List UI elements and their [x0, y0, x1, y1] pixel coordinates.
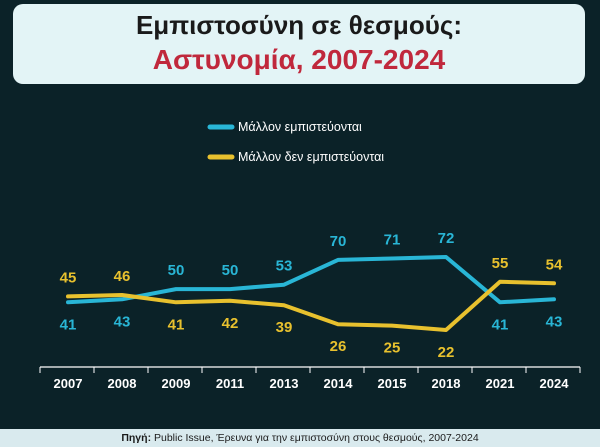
data-label-trust: 41	[60, 316, 77, 333]
x-tick-label: 2015	[378, 376, 407, 391]
x-tick-label: 2008	[108, 376, 137, 391]
legend: Μάλλον εμπιστεύονται Μάλλον δεν εμπιστεύ…	[207, 120, 384, 164]
x-tick-label: 2007	[54, 376, 83, 391]
data-label-distrust: 55	[492, 255, 509, 272]
data-label-trust: 41	[492, 316, 509, 333]
x-tick-label: 2024	[540, 376, 570, 391]
x-tick-label: 2018	[432, 376, 461, 391]
data-label-distrust: 39	[276, 319, 293, 336]
series-line-trust	[66, 255, 556, 305]
data-label-trust: 71	[384, 231, 401, 248]
source-note: Πηγή: Public Issue, Έρευνα για την εμπισ…	[0, 429, 600, 447]
legend-label-trust: Μάλλον εμπιστεύονται	[238, 120, 362, 134]
data-label-trust: 43	[114, 313, 131, 330]
chart-subtitle: Αστυνομία, 2007-2024	[152, 44, 446, 75]
data-label-trust: 50	[222, 262, 239, 279]
x-tick-label: 2013	[270, 376, 299, 391]
series-line-distrust	[66, 279, 556, 332]
data-label-distrust: 25	[384, 340, 401, 357]
data-label-distrust: 54	[546, 256, 563, 273]
series-layer	[66, 255, 556, 332]
x-tick-label: 2009	[162, 376, 191, 391]
x-axis-ticks: 2007 2008 2009 2011 2013 2014 2015 2018 2021 2024	[39, 367, 581, 391]
title-box: Εμπιστοσύνη σε θεσμούς: Αστυνομία, 2007-…	[13, 4, 585, 84]
data-label-distrust: 45	[60, 269, 77, 286]
chart-title: Εμπιστοσύνη σε θεσμούς:	[135, 10, 463, 40]
data-label-trust: 43	[546, 313, 563, 330]
data-label-trust: 53	[276, 258, 293, 275]
data-label-distrust: 41	[168, 316, 185, 333]
data-label-distrust: 46	[114, 268, 131, 285]
data-label-trust: 50	[168, 262, 185, 279]
data-label-trust: 70	[330, 233, 347, 250]
legend-label-distrust: Μάλλον δεν εμπιστεύονται	[238, 150, 384, 164]
source-text: Public Issue, Έρευνα για την εμπιστοσύνη…	[153, 432, 479, 444]
value-labels: 41 43 50 50 53 70 71 72 41 43 45 46 41 42 39 26 25 22 55 54	[60, 230, 563, 361]
x-tick-label: 2014	[324, 376, 354, 391]
x-tick-label: 2011	[216, 376, 244, 391]
data-label-distrust: 22	[438, 344, 455, 361]
x-tick-label: 2021	[486, 376, 515, 391]
data-label-distrust: 26	[330, 338, 347, 355]
data-label-distrust: 42	[222, 315, 239, 332]
source-prefix: Πηγή:	[121, 432, 152, 444]
data-label-trust: 72	[438, 230, 455, 247]
